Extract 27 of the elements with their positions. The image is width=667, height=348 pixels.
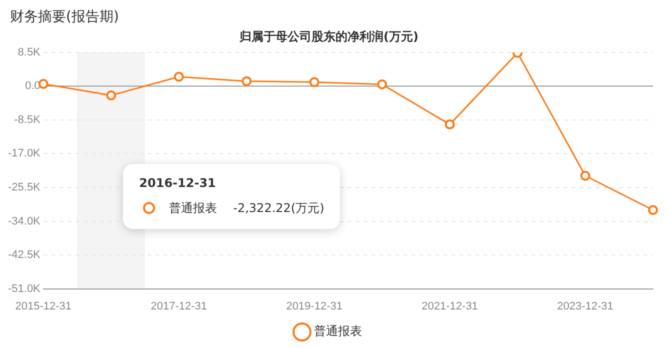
annotation: 普通报表 (169, 200, 218, 215)
point (106, 90, 116, 100)
y-tick-label: -8.5K (14, 114, 42, 126)
x-tick-label: 2021-12-31 (422, 300, 478, 312)
chart-title: 归属于母公司股东的净利润(万元) (238, 29, 418, 44)
point (444, 119, 455, 130)
chart-subtitle: 财务摘要(报告期) (10, 8, 119, 26)
y-tick-label: -17.0K (8, 148, 42, 160)
legend-label: 普通报表 (314, 324, 362, 338)
point (174, 72, 184, 82)
x-tick-label: 2019-12-31 (286, 300, 342, 312)
x-tick-label: 2015-12-31 (15, 300, 72, 312)
x-tick-label: 2017-12-31 (150, 300, 208, 312)
tooltip-card: 2016-12-31 普通报表 -2,322.22(万元) (123, 164, 340, 229)
y-tick-label: -42.5K (8, 249, 42, 262)
y-tick-label: -51.0K (8, 282, 42, 295)
point (648, 205, 658, 216)
x-tick-label: 2023-12-31 (557, 300, 614, 312)
annotation: 2016-12-31 (139, 176, 217, 190)
point (309, 77, 320, 88)
point (242, 76, 252, 86)
y-tick-label: -34.0K (8, 215, 42, 228)
annotation: -2,322.22(万元) (233, 200, 324, 215)
y-tick-label: -25.5K (8, 182, 42, 194)
point (377, 79, 388, 90)
point (580, 170, 590, 181)
y-tick-label: 8.5K (18, 46, 42, 58)
